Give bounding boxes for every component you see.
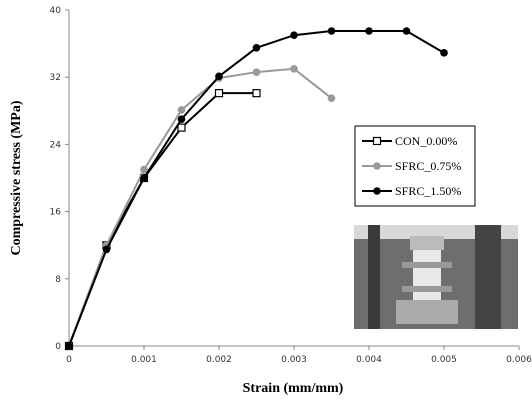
marker bbox=[440, 49, 448, 57]
y-tick-label: 32 bbox=[50, 73, 61, 83]
axes: 0 8 16 24 32 40 0 0.001 0.002 0.003 0.004 0.005 0.00… bbox=[50, 6, 532, 365]
y-tick-label: 8 bbox=[55, 275, 61, 285]
x-tick-label: 0.006 bbox=[506, 355, 532, 365]
series-line bbox=[68, 92, 257, 347]
series-line bbox=[68, 67, 333, 347]
photo-inset bbox=[354, 225, 518, 329]
marker bbox=[177, 115, 186, 123]
photo-ring bbox=[402, 262, 452, 268]
photo-specimen bbox=[413, 250, 441, 300]
marker bbox=[402, 27, 411, 35]
photo-ring bbox=[402, 286, 452, 292]
marker bbox=[140, 165, 148, 174]
x-tick-label: 0.003 bbox=[281, 355, 307, 365]
legend-label: CON_0.00% bbox=[395, 134, 457, 148]
legend-label: SFRC_0.75% bbox=[395, 159, 461, 173]
marker bbox=[177, 106, 186, 114]
marker bbox=[252, 44, 261, 52]
x-tick-label: 0.005 bbox=[431, 355, 457, 365]
marker bbox=[365, 27, 373, 35]
x-tick-label: 0.002 bbox=[206, 355, 232, 365]
y-tick-label: 24 bbox=[50, 140, 62, 150]
x-tick-label: 0.001 bbox=[131, 355, 157, 365]
legend-marker bbox=[372, 136, 382, 146]
marker bbox=[327, 27, 336, 35]
marker bbox=[140, 174, 148, 182]
legend-marker bbox=[373, 162, 381, 170]
marker bbox=[290, 65, 298, 73]
photo-column bbox=[368, 225, 380, 329]
marker bbox=[252, 68, 261, 76]
photo-base bbox=[396, 300, 458, 324]
marker bbox=[65, 342, 73, 350]
marker bbox=[327, 94, 336, 102]
marker bbox=[215, 72, 223, 81]
y-tick-label: 0 bbox=[55, 342, 61, 352]
marker bbox=[290, 31, 298, 39]
marker bbox=[252, 89, 261, 98]
legend-marker bbox=[373, 187, 381, 195]
legend: CON_0.00% SFRC_0.75% SFRC_1.50% bbox=[354, 125, 476, 207]
marker bbox=[102, 245, 111, 254]
y-tick-label: 16 bbox=[50, 208, 62, 218]
x-tick-label: 0 bbox=[66, 355, 72, 365]
photo-platen bbox=[410, 236, 444, 250]
x-tick-label: 0.004 bbox=[356, 355, 382, 365]
y-axis-label: Compressive stress (MPa) bbox=[9, 100, 24, 255]
legend-label: SFRC_1.50% bbox=[395, 184, 461, 198]
x-axis-label: Strain (mm/mm) bbox=[243, 381, 344, 396]
photo-column bbox=[475, 225, 501, 329]
marker bbox=[177, 123, 186, 132]
marker bbox=[214, 89, 224, 98]
y-tick-label: 40 bbox=[50, 6, 62, 16]
